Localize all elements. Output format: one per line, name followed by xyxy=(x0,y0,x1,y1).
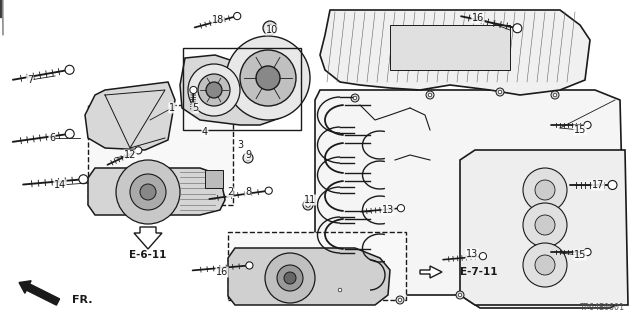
Circle shape xyxy=(551,91,559,99)
Circle shape xyxy=(284,272,296,284)
Circle shape xyxy=(523,243,567,287)
Text: 16: 16 xyxy=(216,267,228,277)
Text: 4: 4 xyxy=(202,127,208,137)
Circle shape xyxy=(246,262,253,269)
Circle shape xyxy=(523,168,567,212)
Text: 3: 3 xyxy=(237,140,243,150)
Circle shape xyxy=(535,215,555,235)
Circle shape xyxy=(240,50,296,106)
Text: 18: 18 xyxy=(212,15,224,25)
Circle shape xyxy=(265,187,272,194)
Text: 13: 13 xyxy=(466,249,478,259)
Polygon shape xyxy=(85,82,175,150)
Circle shape xyxy=(116,160,180,224)
Text: 13: 13 xyxy=(382,205,394,215)
Circle shape xyxy=(134,147,142,154)
Text: 12: 12 xyxy=(124,150,136,160)
Polygon shape xyxy=(460,150,628,305)
Text: E-7-11: E-7-11 xyxy=(460,267,497,277)
Text: 16: 16 xyxy=(472,13,484,23)
Bar xyxy=(183,48,301,130)
FancyBboxPatch shape xyxy=(228,232,406,300)
Text: 15: 15 xyxy=(574,250,586,260)
Circle shape xyxy=(130,174,166,210)
Circle shape xyxy=(458,293,462,297)
Circle shape xyxy=(79,175,88,184)
Text: FR.: FR. xyxy=(72,295,93,305)
Circle shape xyxy=(336,286,344,294)
Circle shape xyxy=(584,249,591,256)
Circle shape xyxy=(303,200,313,210)
Circle shape xyxy=(426,91,434,99)
Circle shape xyxy=(188,64,240,116)
Bar xyxy=(205,170,223,188)
Text: 8: 8 xyxy=(245,187,251,197)
Circle shape xyxy=(226,36,310,120)
Circle shape xyxy=(456,291,464,299)
Circle shape xyxy=(584,122,591,129)
Circle shape xyxy=(513,24,522,33)
Circle shape xyxy=(256,66,280,90)
Polygon shape xyxy=(134,227,162,249)
Circle shape xyxy=(190,86,197,93)
Polygon shape xyxy=(315,90,625,308)
Circle shape xyxy=(479,253,486,260)
Circle shape xyxy=(535,180,555,200)
Circle shape xyxy=(523,203,567,247)
Circle shape xyxy=(198,74,230,106)
Text: 7: 7 xyxy=(27,75,33,85)
Circle shape xyxy=(306,203,310,207)
FancyBboxPatch shape xyxy=(88,105,233,205)
Text: 9: 9 xyxy=(245,150,251,160)
Circle shape xyxy=(246,156,250,160)
Circle shape xyxy=(206,82,222,98)
Circle shape xyxy=(428,93,432,97)
FancyBboxPatch shape xyxy=(390,25,510,70)
Polygon shape xyxy=(228,248,390,305)
Text: 15: 15 xyxy=(574,125,586,135)
Polygon shape xyxy=(88,168,225,215)
Text: 5: 5 xyxy=(192,103,198,113)
Circle shape xyxy=(265,253,315,303)
Circle shape xyxy=(267,25,273,31)
Text: 6: 6 xyxy=(49,133,55,143)
Text: E-6-11: E-6-11 xyxy=(129,250,166,260)
Circle shape xyxy=(277,265,303,291)
Text: TP64E0601: TP64E0601 xyxy=(580,303,625,312)
Polygon shape xyxy=(420,266,442,278)
Circle shape xyxy=(498,90,502,94)
Polygon shape xyxy=(180,55,295,125)
Text: 1: 1 xyxy=(169,103,175,113)
Polygon shape xyxy=(320,10,590,95)
FancyArrow shape xyxy=(19,281,60,305)
Circle shape xyxy=(234,12,241,20)
Circle shape xyxy=(397,204,404,212)
Circle shape xyxy=(65,129,74,138)
Circle shape xyxy=(535,255,555,275)
Circle shape xyxy=(140,184,156,200)
Circle shape xyxy=(338,288,342,292)
Circle shape xyxy=(243,153,253,163)
Circle shape xyxy=(496,88,504,96)
Circle shape xyxy=(553,93,557,97)
Text: 11: 11 xyxy=(304,195,316,205)
Circle shape xyxy=(351,94,359,102)
Circle shape xyxy=(398,298,402,302)
Text: 10: 10 xyxy=(266,25,278,35)
Circle shape xyxy=(353,96,357,100)
Circle shape xyxy=(65,65,74,74)
Circle shape xyxy=(263,21,277,35)
Text: 2: 2 xyxy=(227,187,233,197)
Circle shape xyxy=(396,296,404,304)
Text: 17: 17 xyxy=(592,180,604,190)
Circle shape xyxy=(608,181,617,189)
Text: 14: 14 xyxy=(54,180,66,190)
